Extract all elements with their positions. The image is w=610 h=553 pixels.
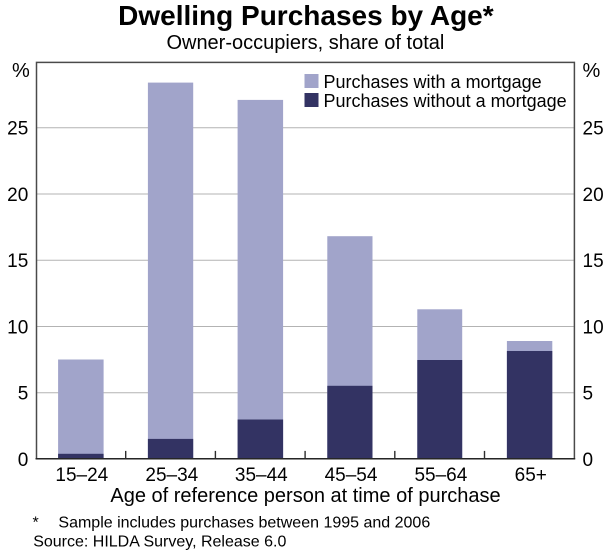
- svg-text:15: 15: [583, 251, 604, 272]
- svg-text:5: 5: [18, 384, 29, 405]
- svg-text:*: *: [33, 515, 39, 532]
- svg-text:15–24: 15–24: [55, 465, 108, 486]
- svg-text:Owner-occupiers, share of tota: Owner-occupiers, share of total: [166, 32, 444, 54]
- svg-text:0: 0: [583, 450, 594, 471]
- svg-text:5: 5: [583, 384, 594, 405]
- svg-text:55–64: 55–64: [414, 465, 467, 486]
- svg-text:25: 25: [7, 119, 28, 140]
- svg-text:%: %: [12, 60, 30, 82]
- svg-text:Sample includes purchases betw: Sample includes purchases between 1995 a…: [58, 515, 430, 532]
- svg-text:0: 0: [18, 450, 29, 471]
- svg-text:45–54: 45–54: [325, 465, 378, 486]
- svg-text:Age of reference person at tim: Age of reference person at time of purch…: [110, 485, 500, 507]
- svg-text:35–44: 35–44: [235, 465, 288, 486]
- svg-text:25: 25: [583, 119, 604, 140]
- svg-text:65+: 65+: [515, 465, 547, 486]
- svg-text:Purchases with a mortgage: Purchases with a mortgage: [324, 72, 542, 92]
- svg-text:10: 10: [583, 317, 604, 338]
- svg-text:Purchases without a mortgage: Purchases without a mortgage: [324, 91, 567, 111]
- svg-text:15: 15: [7, 251, 28, 272]
- svg-text:25–34: 25–34: [145, 465, 198, 486]
- svg-text:Dwelling Purchases by Age*: Dwelling Purchases by Age*: [118, 0, 494, 31]
- svg-text:Source: HILDA Survey, Release: Source: HILDA Survey, Release 6.0: [33, 534, 286, 551]
- svg-text:20: 20: [7, 185, 28, 206]
- svg-text:20: 20: [583, 185, 604, 206]
- svg-text:10: 10: [7, 317, 28, 338]
- svg-text:%: %: [583, 60, 601, 82]
